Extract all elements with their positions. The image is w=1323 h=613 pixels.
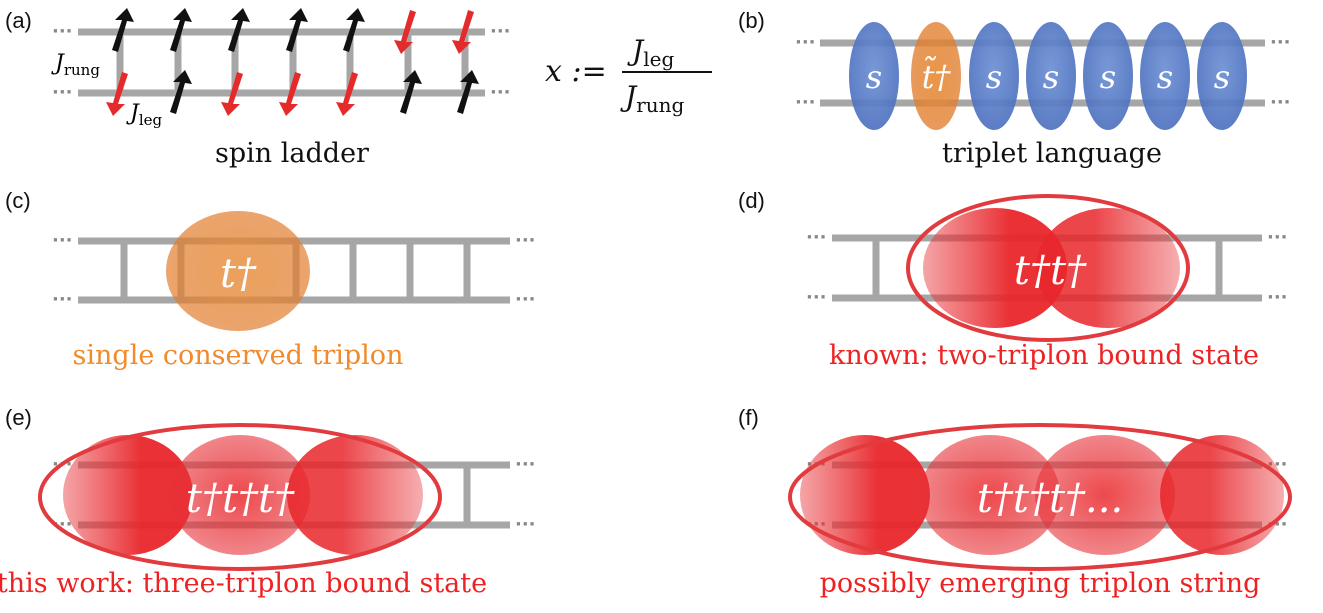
spin-up-icon <box>457 70 479 114</box>
panel-f-label: (f) <box>738 405 759 430</box>
j-leg-label: Jleg <box>126 101 163 129</box>
panel-d-label: (d) <box>738 188 765 213</box>
triplon-blob <box>920 435 1060 555</box>
ratio-definition: x := Jleg Jrung <box>545 34 712 117</box>
bound-state-ring <box>788 423 1292 571</box>
spin-up-icon <box>343 8 365 52</box>
panel-b: (b) ··· ··· ··· ··· s t̃† s s s s s t <box>738 8 1291 169</box>
svg-text:···: ··· <box>1267 287 1288 308</box>
spin-down-icon <box>336 72 358 116</box>
bound-state-ring <box>38 423 442 571</box>
spin-down-icon <box>221 72 243 116</box>
svg-text:···: ··· <box>515 454 536 475</box>
spin-down-icon <box>452 10 474 54</box>
bound-state-ring <box>906 194 1190 342</box>
panel-f-caption: possibly emerging triplon string <box>820 568 1261 599</box>
panel-a: (a) ··· ··· ··· ··· <box>5 8 712 169</box>
svg-text:···: ··· <box>806 287 827 308</box>
panel-d-caption: known: two-triplon bound state <box>829 340 1259 371</box>
panel-e-label: (e) <box>5 405 32 430</box>
panel-f-operator: t†t†t†... <box>977 476 1123 522</box>
svg-text:···: ··· <box>490 82 511 103</box>
ratio-numerator: Jleg <box>627 34 674 71</box>
panel-b-caption: triplet language <box>942 138 1162 169</box>
spin-down-icon <box>394 10 416 54</box>
singlet-label: s <box>1214 58 1230 96</box>
spin-down-icon <box>279 72 301 116</box>
spin-up-icon <box>170 70 192 114</box>
triplon-blob <box>923 208 1067 328</box>
ladder-b-dots: ··· ··· ··· ··· <box>795 32 1291 113</box>
panel-d-operator: t†t† <box>1014 248 1087 294</box>
singlet-label: s <box>1100 58 1116 96</box>
triplon-blob <box>1036 208 1180 328</box>
triplon-blob <box>287 435 423 555</box>
panel-d: (d) ··· ··· ··· ··· t†t† known: two-trip… <box>738 188 1288 371</box>
svg-text:···: ··· <box>490 21 511 42</box>
ladder-a <box>78 28 485 97</box>
triplon-blob <box>800 435 930 555</box>
panel-c-caption: single conserved triplon <box>73 340 404 371</box>
panel-e: (e) ··· ··· ··· ··· t†t†t† this work: th… <box>0 405 536 599</box>
spin-arrows <box>106 8 479 116</box>
panel-c: (c) ··· ··· ··· ··· t† single conserved … <box>5 188 536 371</box>
spin-up-icon <box>170 8 192 52</box>
singlet-label: s <box>866 58 882 96</box>
svg-text:···: ··· <box>515 230 536 251</box>
triplon-blob <box>170 435 310 555</box>
ladder-a-dots: ··· ··· ··· ··· <box>52 21 511 103</box>
triplet-label: t̃† <box>922 57 952 96</box>
spin-up-icon <box>112 8 134 52</box>
panel-e-caption: this work: three-triplon bound state <box>0 568 487 599</box>
triplon-blob <box>63 435 193 555</box>
svg-text:···: ··· <box>795 32 816 53</box>
triplon-blob <box>1035 435 1175 555</box>
svg-text:···: ··· <box>515 289 536 310</box>
singlet-label: s <box>1157 58 1173 96</box>
spin-up-icon <box>400 70 422 114</box>
spin-down-icon <box>106 72 128 116</box>
svg-text:···: ··· <box>515 514 536 535</box>
spin-up-icon <box>286 8 308 52</box>
j-rung-label: Jrung <box>51 51 100 79</box>
svg-text:···: ··· <box>806 227 827 248</box>
panel-c-operator: t† <box>220 251 257 297</box>
ladder-c-dots: ··· ··· ··· ··· <box>52 230 536 310</box>
singlet-label: s <box>1043 58 1059 96</box>
svg-text:···: ··· <box>52 230 73 251</box>
triplon-blob <box>166 211 310 331</box>
panel-e-operator: t†t†t† <box>186 476 295 522</box>
panel-c-label: (c) <box>5 188 31 213</box>
panel-f: (f) ··· ··· ··· ··· t†t†t†... possibly e… <box>738 405 1292 599</box>
svg-text:···: ··· <box>1270 32 1291 53</box>
panel-a-label: (a) <box>5 8 32 33</box>
spin-up-icon <box>228 8 250 52</box>
triplon-blob <box>1160 435 1284 555</box>
dimer-row: s t̃† s s s s s <box>849 22 1247 130</box>
svg-text:···: ··· <box>795 92 816 113</box>
panel-b-label: (b) <box>738 8 765 33</box>
svg-text:···: ··· <box>52 514 73 535</box>
svg-text:···: ··· <box>1270 92 1291 113</box>
ratio-lhs: x := <box>545 54 607 89</box>
panel-a-caption: spin ladder <box>215 138 369 169</box>
ladder-d-dots: ··· ··· ··· ··· <box>806 227 1288 308</box>
svg-text:···: ··· <box>1267 227 1288 248</box>
svg-text:···: ··· <box>52 289 73 310</box>
svg-text:···: ··· <box>52 82 73 103</box>
singlet-label: s <box>986 58 1002 96</box>
ratio-denominator: Jrung <box>620 80 685 117</box>
svg-text:···: ··· <box>52 21 73 42</box>
